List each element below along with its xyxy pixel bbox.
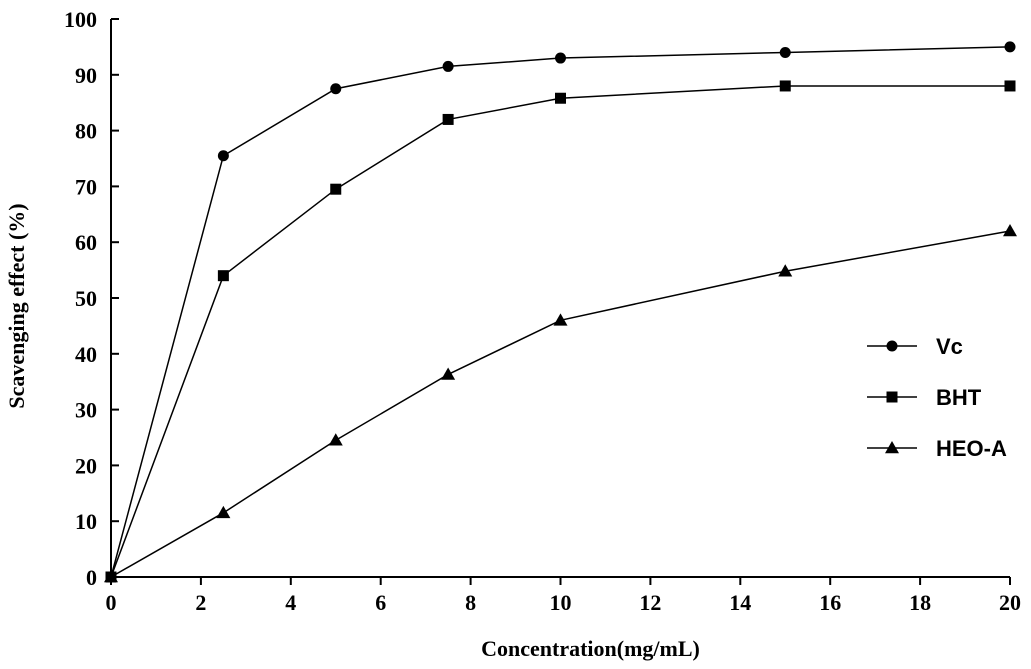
series-bht <box>105 80 1016 583</box>
legend-label: Vc <box>936 334 963 359</box>
x-axis-title: Concentration(mg/mL) <box>481 636 700 661</box>
y-axis-ticks: 0 10 20 30 40 50 60 70 80 90 100 <box>64 7 119 590</box>
x-tick-label: 10 <box>550 590 572 615</box>
data-point-bht <box>1004 80 1016 92</box>
x-tick-label: 16 <box>819 590 841 615</box>
data-point-vc <box>330 83 342 95</box>
legend-item-bht: BHT <box>867 385 982 410</box>
data-point-heo-a <box>216 505 231 519</box>
x-tick-label: 4 <box>285 590 296 615</box>
data-point-bht <box>442 113 454 125</box>
data-point-vc <box>442 60 454 72</box>
data-point-bht <box>330 183 342 195</box>
x-tick-label: 2 <box>195 590 206 615</box>
data-point-heo-a <box>104 570 118 583</box>
data-point-bht <box>555 92 566 104</box>
series-group <box>104 41 1017 583</box>
data-point-heo-a <box>328 433 343 446</box>
y-axis-title: Scavenging effect (%) <box>4 203 29 408</box>
legend-label: HEO-A <box>936 436 1007 461</box>
legend-marker-bht <box>886 391 898 403</box>
x-axis-ticks: 0 2 4 6 8 10 12 14 16 18 20 <box>106 577 1021 615</box>
series-line-bht <box>110 85 1010 578</box>
data-point-vc <box>555 52 566 64</box>
y-tick-label: 90 <box>75 63 97 88</box>
legend-item-vc: Vc <box>867 334 963 359</box>
y-tick-label: 70 <box>75 174 97 199</box>
y-tick-label: 80 <box>75 119 97 144</box>
data-point-bht <box>779 80 791 92</box>
data-point-vc <box>1004 41 1016 53</box>
legend-marker-vc <box>886 340 898 352</box>
legend-label: BHT <box>936 385 982 410</box>
data-point-bht <box>217 270 229 282</box>
x-tick-label: 14 <box>729 590 751 615</box>
x-tick-label: 0 <box>106 590 117 615</box>
y-tick-label: 20 <box>75 453 97 478</box>
series-line-heo-a <box>110 230 1011 578</box>
legend: Vc BHT HEO-A <box>867 334 1007 461</box>
y-tick-label: 50 <box>75 286 97 311</box>
data-point-heo-a <box>553 313 568 326</box>
legend-marker-heo-a <box>885 441 899 454</box>
x-tick-label: 18 <box>909 590 931 615</box>
x-tick-label: 12 <box>639 590 661 615</box>
y-tick-label: 30 <box>75 398 97 423</box>
y-tick-label: 0 <box>86 565 97 590</box>
series-heo-a <box>104 224 1017 583</box>
data-point-vc <box>779 46 791 58</box>
data-point-heo-a <box>778 264 793 277</box>
data-point-heo-a <box>1003 224 1017 237</box>
y-tick-label: 10 <box>75 509 97 534</box>
legend-item-heo-a: HEO-A <box>867 436 1007 461</box>
y-tick-label: 40 <box>75 342 97 367</box>
x-tick-label: 8 <box>465 590 476 615</box>
data-point-vc <box>217 150 229 162</box>
data-point-heo-a <box>441 367 456 380</box>
x-tick-label: 20 <box>999 590 1021 615</box>
y-tick-label: 100 <box>64 7 97 32</box>
y-tick-label: 60 <box>75 230 97 255</box>
x-tick-label: 6 <box>375 590 386 615</box>
